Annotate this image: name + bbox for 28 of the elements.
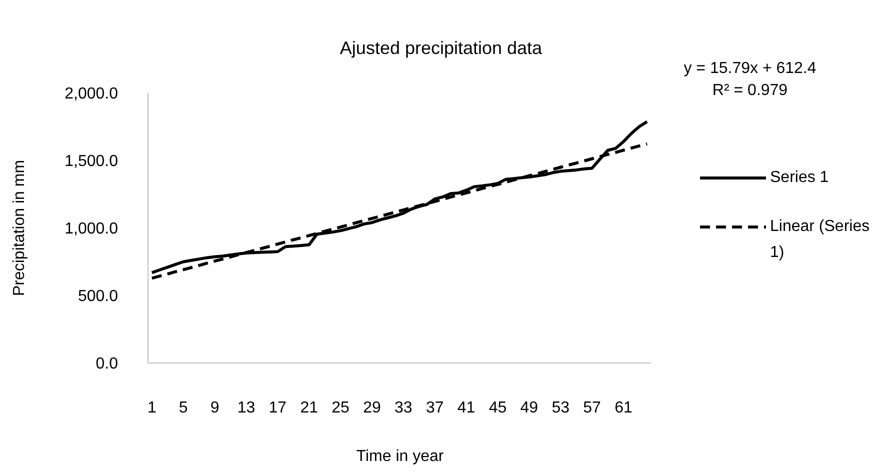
y-tick-label: 0.0: [96, 356, 118, 373]
x-tick-label: 13: [237, 399, 256, 416]
text: R² = 0.979: [711, 81, 789, 101]
x-tick-label: 49: [520, 399, 538, 416]
x-tick-label: 41: [457, 399, 476, 416]
x-tick-label: 45: [488, 399, 507, 416]
x-tick-label: 25: [332, 399, 350, 416]
y-tick-label: 500.0: [78, 288, 118, 306]
y-tick-label: 2,000.0: [64, 86, 118, 103]
x-tick-label: 53: [552, 399, 570, 416]
x-tick-label: 9: [210, 399, 220, 416]
y-tick-label: 1,500.0: [64, 153, 118, 170]
y-tick-label: 1,000.0: [64, 220, 118, 238]
x-tick-label: 57: [583, 399, 602, 416]
legend-label: Linear (Series 1): [770, 217, 871, 263]
text: y = 15.79x + 612.4: [682, 59, 818, 79]
x-tick-label: 29: [363, 399, 381, 416]
legend-label: Series 1: [770, 168, 830, 188]
x-tick-label: 37: [426, 399, 444, 416]
x-tick-label: 61: [614, 399, 632, 416]
x-tick-label: 5: [178, 399, 188, 416]
y-axis-title: Precipitation in mm: [11, 160, 29, 296]
x-axis-title: Time in year: [355, 448, 445, 466]
x-tick-label: 17: [268, 399, 287, 416]
chart-title: Ajusted precipitation data: [338, 38, 544, 59]
x-tick-label: 1: [147, 399, 156, 416]
x-tick-label: 33: [394, 399, 412, 416]
x-tick-label: 21: [300, 399, 318, 416]
